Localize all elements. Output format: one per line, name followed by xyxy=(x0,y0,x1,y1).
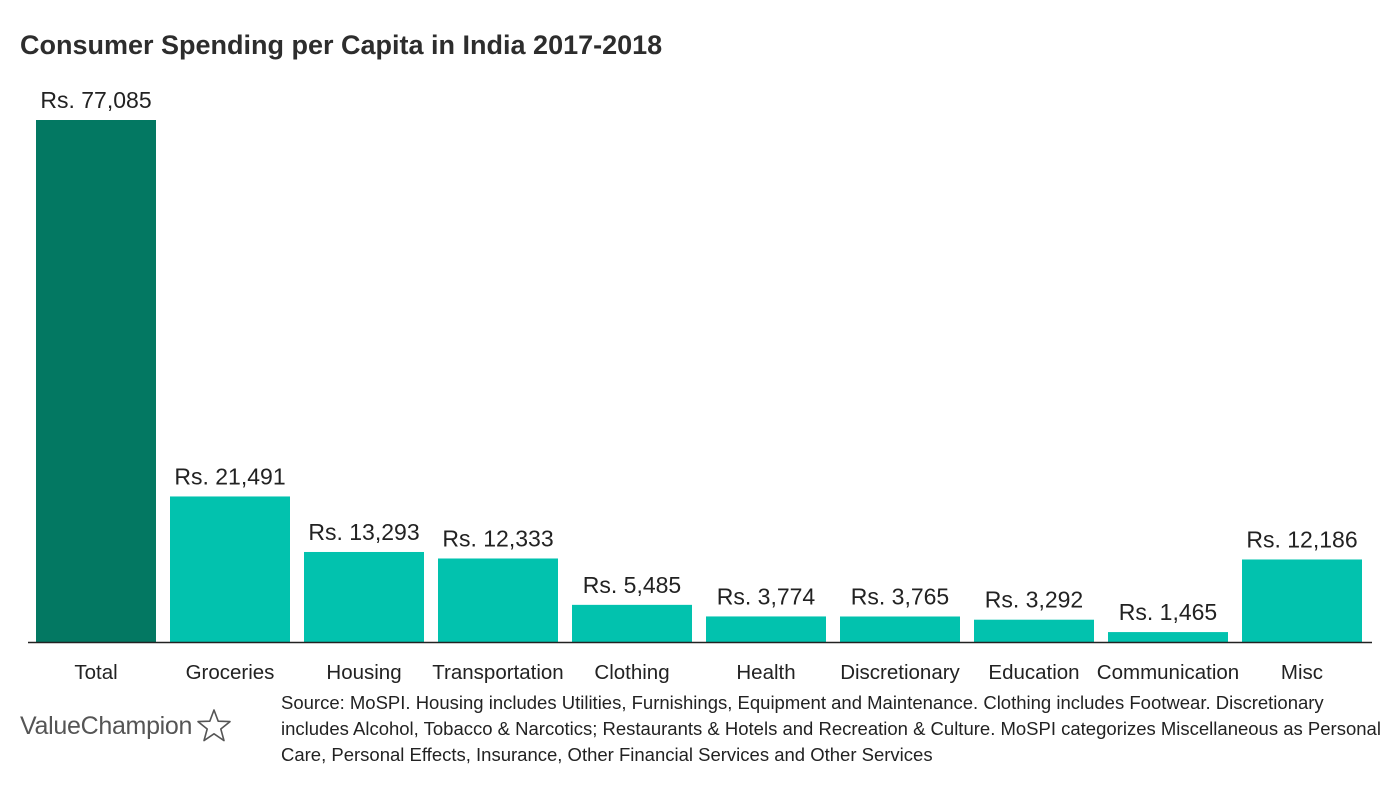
data-label: Rs. 12,333 xyxy=(442,525,553,551)
x-tick-label: Education xyxy=(988,661,1079,684)
bar-total xyxy=(36,120,156,642)
bar-groceries xyxy=(170,496,290,642)
data-label: Rs. 3,765 xyxy=(851,584,949,610)
logo: ValueChampion xyxy=(20,708,232,744)
bar-misc xyxy=(1242,559,1362,642)
bar-chart: Rs. 77,085 Total Rs. 21,491 Groceries Rs. 13… xyxy=(28,87,1372,684)
star-outline-icon xyxy=(197,709,231,742)
x-tick-label: Discretionary xyxy=(840,661,960,684)
bar-health xyxy=(706,616,826,642)
bar-transportation xyxy=(438,558,558,642)
data-label: Rs. 12,186 xyxy=(1246,526,1357,552)
x-tick-label: Groceries xyxy=(186,661,275,684)
bar-communication xyxy=(1108,632,1228,642)
x-tick-label: Health xyxy=(736,661,795,684)
data-label: Rs. 3,774 xyxy=(717,583,816,609)
source-note: Source: MoSPI. Housing includes Utilitie… xyxy=(281,692,1381,765)
x-tick-label: Communication xyxy=(1097,661,1239,684)
bar-education xyxy=(974,619,1094,642)
x-tick-label: Transportation xyxy=(432,661,563,684)
data-label: Rs. 5,485 xyxy=(583,572,681,598)
x-tick-label: Housing xyxy=(326,661,401,684)
bar-housing xyxy=(304,551,424,642)
data-label: Rs. 13,293 xyxy=(308,519,419,545)
data-label: Rs. 77,085 xyxy=(40,87,151,113)
data-label: Rs. 3,292 xyxy=(985,587,1083,613)
chart-title: Consumer Spending per Capita in India 20… xyxy=(20,30,663,60)
data-label: Rs. 21,491 xyxy=(174,463,285,489)
x-tick-label: Misc xyxy=(1281,661,1323,684)
x-tick-label: Clothing xyxy=(594,661,669,684)
bar-discretionary xyxy=(840,616,960,642)
bar-clothing xyxy=(572,604,692,642)
logo-text: ValueChampion xyxy=(20,711,193,740)
data-label: Rs. 1,465 xyxy=(1119,599,1217,625)
x-tick-label: Total xyxy=(74,661,117,684)
